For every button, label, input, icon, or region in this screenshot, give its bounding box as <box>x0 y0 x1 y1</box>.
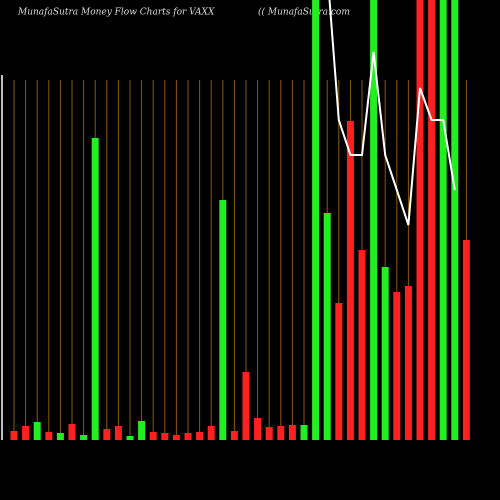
bar <box>114 426 122 440</box>
flow-line <box>328 0 456 226</box>
bar <box>335 303 343 440</box>
bar <box>103 429 111 440</box>
bar <box>68 424 76 440</box>
bar <box>404 286 412 440</box>
bar <box>126 436 134 440</box>
bar <box>22 426 30 440</box>
bar <box>80 435 88 440</box>
bar <box>358 250 366 440</box>
bar <box>161 433 169 440</box>
bar <box>451 0 459 440</box>
chart-title: MunafaSutra Money Flow Charts for VAXX <box>17 8 215 18</box>
bar <box>462 240 470 440</box>
bar <box>230 431 238 440</box>
bar <box>91 138 99 440</box>
watermark: (( MunafaSutra.com <box>258 7 350 18</box>
bar <box>312 0 320 440</box>
bar <box>33 422 41 440</box>
bar <box>254 418 262 440</box>
bar <box>300 425 308 440</box>
bar <box>149 432 157 440</box>
bar <box>242 372 250 440</box>
bar <box>416 0 424 440</box>
bar <box>172 435 180 440</box>
bar <box>219 200 227 440</box>
bar <box>381 267 389 440</box>
bar <box>56 433 64 440</box>
bar <box>323 213 331 440</box>
bar <box>10 431 18 440</box>
bar <box>439 0 447 440</box>
bar <box>277 426 285 440</box>
bar <box>393 292 401 440</box>
bar <box>45 432 53 440</box>
bar <box>207 426 215 440</box>
bar <box>370 0 378 440</box>
bar <box>428 0 436 440</box>
bar <box>138 421 146 440</box>
bar <box>265 427 273 440</box>
bar <box>196 432 204 440</box>
bar <box>346 121 354 440</box>
bar <box>288 425 296 440</box>
bar <box>184 433 192 440</box>
